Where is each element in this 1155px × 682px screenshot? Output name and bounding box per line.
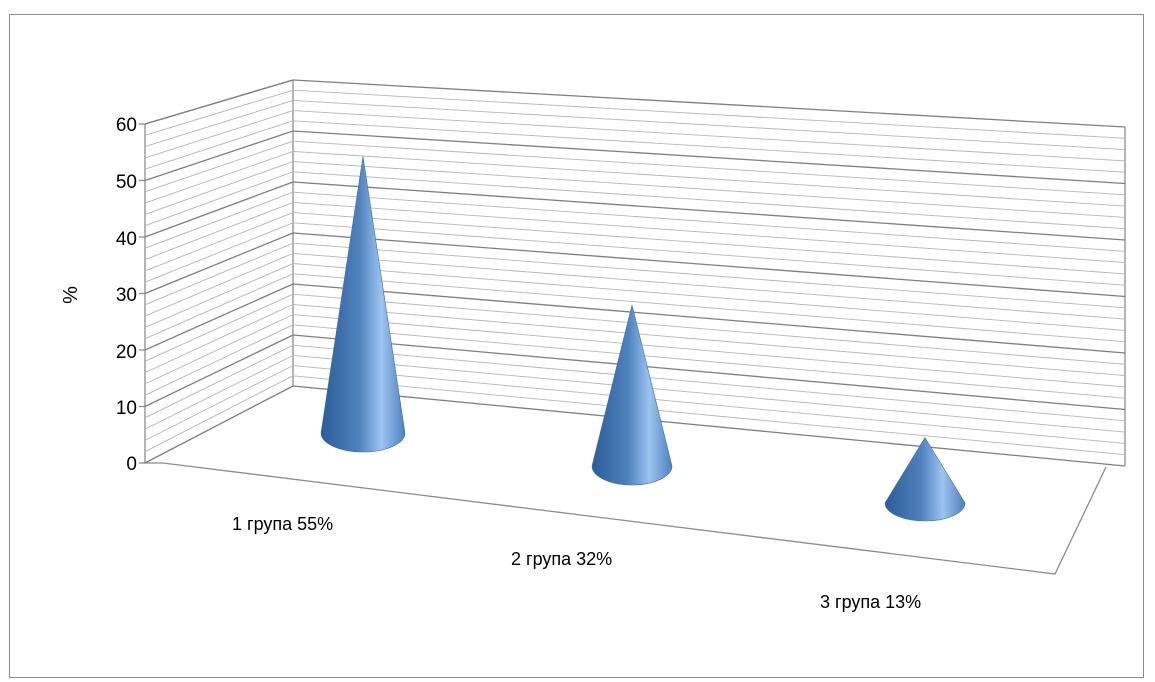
back-gridline — [292, 365, 1126, 444]
side-gridline — [144, 344, 294, 419]
side-gridline — [144, 130, 294, 182]
cone — [591, 305, 673, 486]
category-label: 1 група 55% — [232, 514, 333, 534]
back-gridline — [292, 130, 1126, 185]
y-tick-label: 20 — [116, 342, 137, 363]
side-gridline — [144, 293, 294, 362]
side-gridline — [144, 263, 294, 328]
side-gridline — [144, 232, 294, 295]
cone — [884, 437, 966, 522]
back-gridline — [292, 201, 1126, 264]
side-gridline — [144, 375, 294, 453]
back-gridline — [292, 110, 1126, 162]
back-gridline — [292, 99, 1126, 151]
back-gridline — [292, 161, 1126, 218]
side-gridline — [144, 283, 294, 351]
side-gridline — [144, 181, 294, 238]
side-gridline — [144, 334, 294, 408]
cone-body — [320, 156, 406, 453]
back-gridline — [292, 79, 1126, 128]
side-gridline — [144, 385, 294, 464]
y-axis: 60 50 40 30 20 10 0 % — [60, 115, 137, 475]
back-gridline — [292, 181, 1126, 241]
back-gridline — [292, 293, 1126, 365]
side-gridline — [144, 89, 294, 136]
back-gridline — [292, 283, 1126, 354]
back-gridline — [292, 263, 1126, 331]
back-gridline — [292, 242, 1126, 309]
side-gridline — [144, 140, 294, 193]
side-gridline — [144, 150, 294, 204]
side-gridline — [144, 99, 294, 148]
chart-floor — [145, 462, 1107, 575]
cone-body — [884, 437, 966, 522]
back-gridline — [292, 191, 1126, 252]
side-gridline — [144, 161, 294, 215]
side-gridline — [144, 110, 294, 159]
back-gridline — [292, 140, 1126, 196]
back-gridline — [292, 150, 1126, 207]
y-tick-label: 0 — [126, 454, 137, 475]
back-gridline — [292, 314, 1126, 388]
back-gridline — [292, 354, 1126, 433]
back-gridline — [292, 222, 1126, 286]
back-gridline — [292, 344, 1126, 422]
back-gridline — [292, 375, 1126, 456]
side-gridline — [144, 354, 294, 430]
y-tick-label: 10 — [116, 398, 137, 419]
side-gridline — [144, 303, 294, 374]
back-gridline — [292, 120, 1126, 173]
y-tick-label: 60 — [116, 115, 137, 136]
back-gridline — [292, 89, 1126, 139]
back-gridline — [292, 324, 1126, 399]
back-gridline — [292, 212, 1126, 275]
y-tick-label: 30 — [116, 285, 137, 306]
back-gridline — [292, 334, 1126, 411]
side-gridline — [144, 324, 294, 396]
back-gridline — [292, 303, 1126, 377]
y-tick-label: 40 — [116, 229, 137, 250]
category-label: 2 група 32% — [511, 549, 612, 569]
side-gridline — [144, 191, 294, 249]
side-gridline — [144, 252, 294, 317]
back-gridline — [292, 273, 1126, 343]
side-gridline — [144, 171, 294, 227]
cone — [320, 156, 406, 453]
back-gridline — [292, 171, 1126, 230]
side-gridline — [144, 212, 294, 272]
chart-frame — [9, 14, 1144, 678]
side-gridline — [144, 365, 294, 441]
cone-series — [320, 156, 966, 522]
back-gridline — [292, 252, 1126, 320]
x-axis: 1 група 55% 2 група 32% 3 група 13% — [232, 514, 921, 612]
side-gridline — [144, 273, 294, 340]
y-tick-label: 50 — [116, 172, 137, 193]
side-gridline — [144, 242, 294, 306]
side-gridline — [144, 120, 294, 170]
y-axis-title: % — [60, 286, 82, 304]
gridlines — [144, 79, 1126, 467]
side-gridline — [144, 79, 294, 125]
side-gridline — [144, 201, 294, 261]
back-gridline — [292, 385, 1126, 467]
side-gridline — [144, 314, 294, 385]
side-gridline — [144, 222, 294, 283]
cone-body — [591, 305, 673, 486]
back-gridline — [292, 232, 1126, 298]
category-label: 3 група 13% — [820, 592, 921, 612]
